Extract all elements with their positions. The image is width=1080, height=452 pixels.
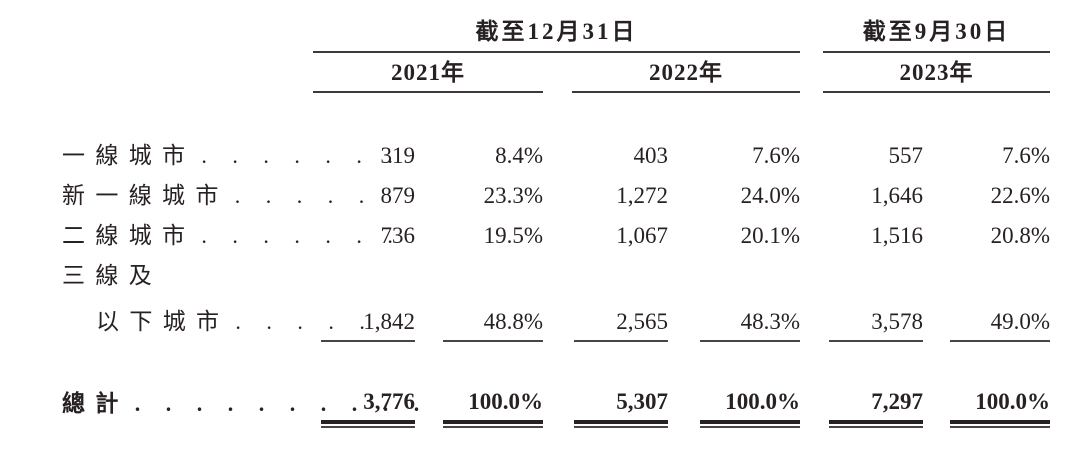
dot-leader: . . . . . . . <box>201 222 403 248</box>
cell-2023-pct: 20.8% <box>990 222 1051 248</box>
header-year-row: 2021年 2022年 2023年 <box>0 52 1051 93</box>
city-tier-table: 截至12月31日 截至9月30日 2021年 2022年 2023年 一線城市.… <box>0 0 1051 429</box>
table-row-tier1: 一線城市. . . . . . . 319 8.4% 403 7.6% 557 … <box>0 136 1050 176</box>
cell-2022-pct: 7.6% <box>752 142 801 168</box>
header-period-sep30: 截至9月30日 <box>823 0 1051 53</box>
total-2021-pct: 100.0% <box>415 366 543 429</box>
cell-2023-value: 557 <box>888 142 924 168</box>
cell-2022-value: 1,067 <box>616 222 668 248</box>
header-year-2022: 2022年 <box>572 52 801 93</box>
cell-2022-value: 403 <box>633 142 669 168</box>
dot-leader: . . . . . . . . . . <box>134 390 430 416</box>
row-label-tier3-line2: 以下城市. . . . . <box>0 296 365 342</box>
cell-2021-pct: 8.4% <box>495 142 543 168</box>
cell-2023-value: 1,646 <box>871 182 924 208</box>
header-spacer <box>800 52 823 92</box>
row-label-text: 二線城市 <box>62 222 196 248</box>
cell-2023-pct: 7.6% <box>1002 142 1051 168</box>
header-year-2023: 2023年 <box>823 52 1051 93</box>
total-2023-value: 7,297 <box>823 366 924 429</box>
table-row-tier3-line1: 三線及 <box>0 256 1050 296</box>
row-label-total: 總計. . . . . . . . . . <box>0 366 419 424</box>
total-2023-pct: 100.0% <box>923 366 1051 429</box>
row-label-tier2: 二線城市. . . . . . . <box>0 216 393 256</box>
header-spacer <box>800 0 823 52</box>
spacer-row <box>0 92 1050 136</box>
cell-2023-pct: 49.0% <box>923 296 1051 342</box>
table-row-total: 總計. . . . . . . . . . 3,776 100.0% 5,307… <box>0 366 1051 429</box>
header-spacer <box>0 52 313 92</box>
cell-2021-value: 736 <box>380 222 416 248</box>
table-row-tier2: 二線城市. . . . . . . 736 19.5% 1,067 20.1% … <box>0 216 1050 256</box>
header-year-2021: 2021年 <box>313 52 543 93</box>
cell-2023-pct: 22.6% <box>990 182 1051 208</box>
row-label-text: 以下城市 <box>96 308 230 334</box>
table-row-new-tier1: 新一線城市. . . . . 879 23.3% 1,272 24.0% 1,6… <box>0 176 1050 216</box>
row-label-tier3-line1: 三線及 <box>62 262 163 288</box>
cell-2021-pct: 19.5% <box>483 222 543 248</box>
cell-2022-pct: 20.1% <box>740 222 801 248</box>
header-period-dec31: 截至12月31日 <box>313 0 801 53</box>
row-label-new-tier1: 新一線城市. . . . . <box>0 176 364 216</box>
spacer-row <box>0 342 1050 366</box>
header-spacer <box>543 52 572 92</box>
cell-2021-value: 319 <box>380 142 416 168</box>
row-label-tier1: 一線城市. . . . . . . <box>0 136 393 176</box>
total-2021-value: 3,776 <box>313 366 415 429</box>
dot-leader: . . . . . <box>234 182 375 208</box>
cell-2021-pct: 23.3% <box>483 182 543 208</box>
row-label-text: 總計 <box>62 390 129 416</box>
cell-2022-pct: 24.0% <box>740 182 801 208</box>
cell-2023-value: 1,516 <box>871 222 924 248</box>
row-label-text: 一線城市 <box>62 142 196 168</box>
dot-leader: . . . . . . . <box>201 142 403 168</box>
header-period-row: 截至12月31日 截至9月30日 <box>0 0 1051 53</box>
header-spacer <box>0 0 313 52</box>
total-2022-value: 5,307 <box>572 366 668 429</box>
table-row-tier3-line2: 以下城市. . . . . 1,842 48.8% 2,565 48.3% 3,… <box>0 296 1051 342</box>
cell-2022-value: 2,565 <box>572 296 668 342</box>
cell-2021-value: 1,842 <box>313 296 415 342</box>
cell-2023-value: 3,578 <box>823 296 924 342</box>
cell-2022-pct: 48.3% <box>668 296 801 342</box>
cell-2021-pct: 48.8% <box>415 296 543 342</box>
total-2022-pct: 100.0% <box>668 366 801 429</box>
cell-2021-value: 879 <box>380 182 416 208</box>
cell-2022-value: 1,272 <box>616 182 668 208</box>
row-label-text: 新一線城市 <box>62 182 229 208</box>
dot-leader: . . . . . <box>235 308 375 334</box>
